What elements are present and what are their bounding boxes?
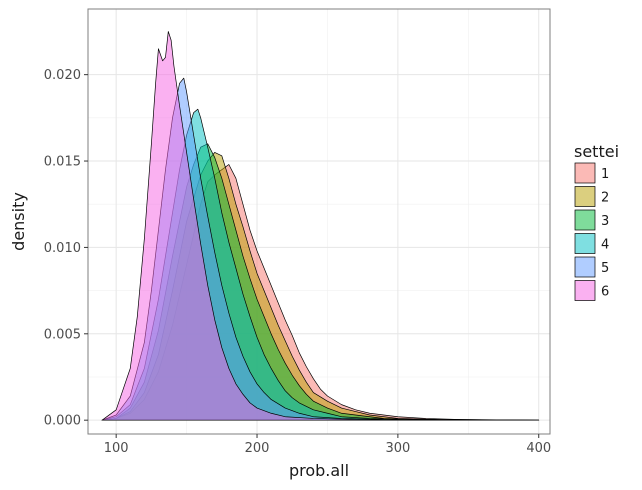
legend-swatch-settei-6	[574, 280, 596, 301]
x-tick-label: 300	[385, 441, 410, 456]
legend-swatch-settei-4	[574, 233, 596, 254]
x-tick-label: 400	[526, 441, 551, 456]
legend-swatch-settei-1	[574, 162, 596, 184]
y-axis-title: density	[9, 192, 28, 251]
legend-title: settei	[574, 142, 619, 161]
y-tick-label: 0.000	[44, 414, 81, 429]
legend-label-settei-1: 1	[601, 167, 609, 182]
legend-swatch-settei-3	[574, 209, 596, 231]
x-tick-label: 200	[245, 441, 270, 456]
axes: 100 200 300 400 0.000 0.005 0.010 0.015 0.020	[44, 68, 551, 456]
plot-panel-border	[87, 8, 551, 435]
y-tick-label: 0.005	[44, 327, 81, 342]
density-area-settei-6	[101, 31, 540, 421]
x-axis-title: prob.all	[289, 461, 349, 480]
density-series-group	[101, 31, 540, 421]
y-tick-label: 0.010	[44, 241, 81, 256]
legend-label-settei-3: 3	[601, 214, 609, 229]
y-tick-label: 0.020	[44, 68, 81, 83]
legend-label-settei-5: 5	[601, 261, 609, 276]
legend-swatch-settei-5	[574, 256, 596, 278]
legend-label-settei-4: 4	[601, 238, 609, 253]
legend-label-settei-2: 2	[601, 191, 609, 206]
legend-label-settei-6: 6	[601, 285, 609, 300]
x-tick-label: 100	[104, 441, 129, 456]
legend: settei 1 2 3 4 5 6	[574, 142, 619, 301]
y-tick-label: 0.015	[44, 155, 81, 170]
legend-swatch-settei-2	[574, 186, 596, 207]
